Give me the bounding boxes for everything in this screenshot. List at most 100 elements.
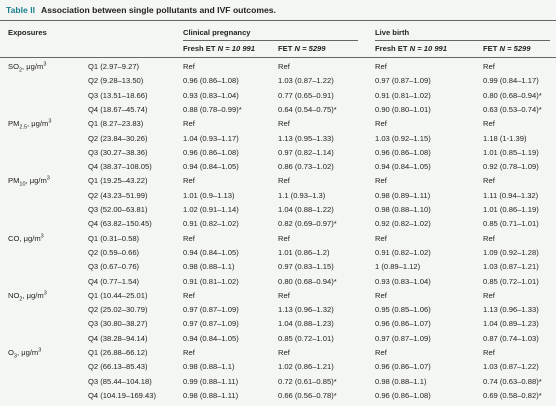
column-header: Fresh ET N = 10 991 bbox=[183, 44, 255, 54]
cell: 0.69 (0.58–0.82)* bbox=[483, 390, 542, 400]
cell: 0.98 (0.88–1.1) bbox=[375, 376, 427, 386]
cell: Ref bbox=[375, 176, 387, 186]
quartile: Q3 (30.80–38.27) bbox=[88, 319, 148, 329]
cell: Ref bbox=[278, 176, 290, 186]
cell: 0.92 (0.78–1.09) bbox=[483, 162, 539, 172]
exposure: SO2, μg/m3 bbox=[8, 61, 47, 74]
cell: 0.95 (0.85–1.06) bbox=[375, 305, 431, 315]
exposure-base: SO bbox=[8, 62, 19, 71]
cell: 0.96 (0.86–1.08) bbox=[183, 76, 239, 86]
cell: Ref bbox=[375, 119, 387, 129]
column-n: N = 10 991 bbox=[409, 44, 447, 53]
quartile: Q3 (13.51–18.66) bbox=[88, 90, 148, 100]
exposure-sup: 3 bbox=[48, 118, 52, 125]
cell: 1.03 (0.87–1.21) bbox=[483, 262, 539, 272]
quartile: Q2 (9.28–13.50) bbox=[88, 76, 144, 86]
cell: 0.98 (0.88–1.10) bbox=[375, 205, 431, 214]
quartile: Q3 (0.67–0.76) bbox=[88, 262, 140, 272]
column-label: FET bbox=[483, 44, 498, 53]
cell: Ref bbox=[375, 233, 387, 243]
rule bbox=[183, 40, 358, 41]
cell: 0.98 (0.88–1.1) bbox=[183, 362, 235, 372]
cell: Ref bbox=[483, 62, 495, 71]
cell: 1 (0.89–1.12) bbox=[375, 262, 421, 272]
cell: Ref bbox=[375, 62, 387, 71]
cell: 0.77 (0.65–0.91) bbox=[278, 90, 334, 100]
cell: 0.91 (0.81–1.02) bbox=[375, 90, 431, 100]
cell: 1.04 (0.88–1.23) bbox=[278, 319, 334, 329]
quartile: Q1 (8.27–23.83) bbox=[88, 119, 144, 129]
cell: 0.99 (0.84–1.17) bbox=[483, 76, 539, 86]
cell: 1.03 (0.87–1.22) bbox=[483, 362, 539, 372]
cell: Ref bbox=[375, 290, 387, 300]
cell: 0.80 (0.68–0.94)* bbox=[483, 90, 542, 100]
quartile: Q3 (85.44–104.18) bbox=[88, 376, 152, 386]
exposure-sub: 3 bbox=[13, 353, 17, 360]
cell: 0.91 (0.81–1.02) bbox=[183, 276, 239, 286]
cell: 1.04 (0.89–1.23) bbox=[483, 319, 539, 329]
cell: 1.02 (0.91–1.14) bbox=[183, 205, 239, 214]
cell: 1.11 (0.94–1.32) bbox=[483, 190, 539, 200]
cell: 1.03 (0.92–1.15) bbox=[375, 133, 431, 143]
cell: 1.1 (0.93–1.3) bbox=[278, 190, 326, 200]
cell: 0.93 (0.83–1.04) bbox=[375, 276, 431, 286]
cell: 0.98 (0.88–1.1) bbox=[183, 262, 235, 272]
exposure: PM2.5, μg/m3 bbox=[8, 118, 52, 131]
cell: 1.02 (0.86–1.21) bbox=[278, 362, 334, 372]
exposure-unit: , μg/m bbox=[16, 348, 39, 357]
quartile: Q1 (10.44–25.01) bbox=[88, 290, 148, 300]
cell: 0.97 (0.87–1.09) bbox=[183, 319, 239, 329]
cell: Ref bbox=[483, 348, 495, 357]
cell: 1.03 (0.87–1.22) bbox=[278, 76, 334, 86]
rule bbox=[375, 40, 550, 41]
cell: 0.86 (0.73–1.02) bbox=[278, 162, 334, 172]
cell: 0.99 (0.88–1.11) bbox=[183, 376, 239, 386]
quartile: Q4 (38.37–108.05) bbox=[88, 162, 152, 172]
column-label: Fresh ET bbox=[183, 44, 216, 53]
cell: 0.98 (0.89–1.11) bbox=[375, 190, 431, 200]
cell: 0.85 (0.72–1.01) bbox=[278, 333, 334, 343]
rule bbox=[0, 57, 556, 58]
cell: Ref bbox=[183, 62, 195, 71]
exposure-sub: 2 bbox=[18, 67, 23, 74]
cell: 1.13 (0.96–1.32) bbox=[278, 305, 334, 315]
exposure-sub: 10 bbox=[19, 181, 26, 188]
cell: Ref bbox=[483, 176, 495, 186]
cell: 0.97 (0.82–1.14) bbox=[278, 147, 334, 157]
quartile: Q1 (0.31–0.58) bbox=[88, 233, 140, 243]
cell: 1.18 (1-1.39) bbox=[483, 133, 527, 143]
exposure-sup: 3 bbox=[43, 61, 47, 68]
column-n: N = 10 991 bbox=[217, 44, 255, 53]
quartile: Q2 (25.02–30.79) bbox=[88, 305, 148, 315]
quartile: Q1 (26.88–66.12) bbox=[88, 348, 148, 357]
exposure-sup: 3 bbox=[46, 175, 50, 182]
quartile: Q2 (0.59–0.66) bbox=[88, 247, 140, 257]
cell: Ref bbox=[183, 119, 195, 129]
cell: 0.96 (0.86–1.08) bbox=[375, 147, 431, 157]
cell: 0.97 (0.87–1.09) bbox=[375, 333, 431, 343]
rule bbox=[0, 20, 556, 21]
exposure-unit: , μg/m bbox=[22, 290, 44, 300]
exposure-sub: 2 bbox=[19, 296, 23, 303]
quartile: Q4 (0.77–1.54) bbox=[88, 276, 140, 286]
table-title: Table II Association between single pollu… bbox=[6, 5, 276, 15]
cell: 0.85 (0.72–1.01) bbox=[483, 276, 539, 286]
quartile: Q3 (52.00–63.81) bbox=[88, 205, 148, 214]
exposure-unit: , μg/m bbox=[22, 62, 44, 71]
cell: 1.04 (0.93–1.17) bbox=[183, 133, 239, 143]
cell: 1.13 (0.95–1.33) bbox=[278, 133, 334, 143]
quartile: Q1 (19.25–43.22) bbox=[88, 176, 148, 186]
exposure: PM10, μg/m3 bbox=[8, 175, 50, 188]
cell: Ref bbox=[483, 290, 495, 300]
cell: 1.04 (0.88–1.22) bbox=[278, 205, 334, 214]
cell: 1.01 (0.85–1.19) bbox=[483, 147, 539, 157]
cell: 0.90 (0.80–1.01) bbox=[375, 104, 431, 114]
column-header: FET N = 5299 bbox=[278, 44, 326, 54]
column-label: Fresh ET bbox=[375, 44, 408, 53]
exposure-base: NO bbox=[8, 290, 20, 300]
exposure-sup: 3 bbox=[38, 347, 42, 354]
cell: Ref bbox=[483, 119, 495, 129]
cell: 0.96 (0.86–1.08) bbox=[183, 147, 239, 157]
quartile: Q2 (23.84–30.26) bbox=[88, 133, 148, 143]
